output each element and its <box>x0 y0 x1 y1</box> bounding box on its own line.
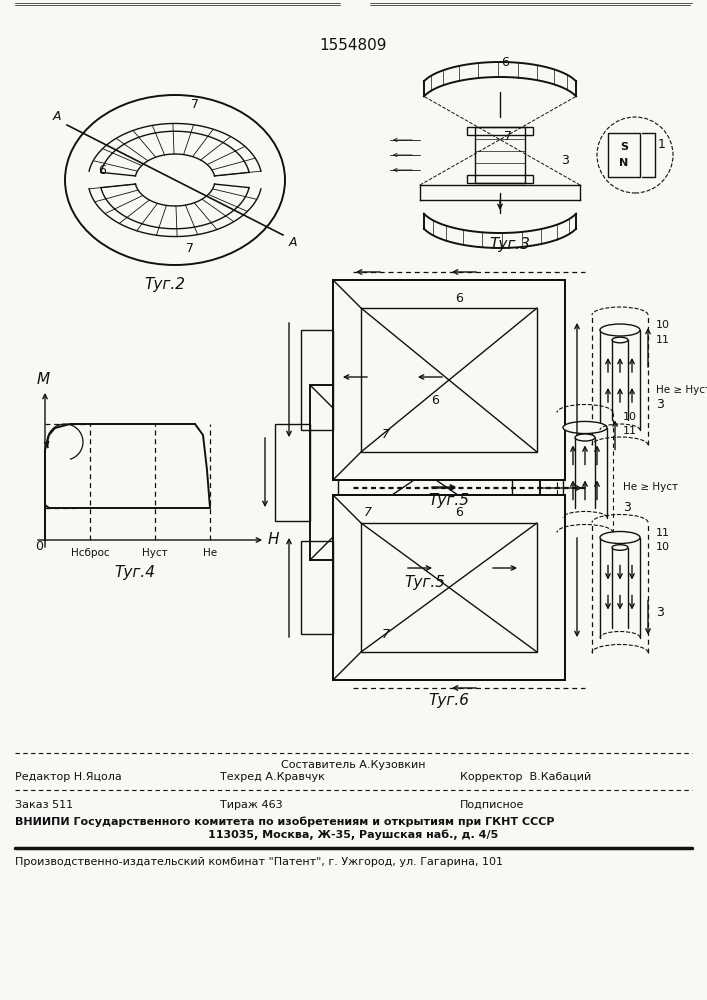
Text: Редактор Н.Яцола: Редактор Н.Яцола <box>15 772 122 782</box>
Text: Корректор  В.Кабаций: Корректор В.Кабаций <box>460 772 591 782</box>
Bar <box>310 385 540 560</box>
Text: S: S <box>620 142 628 152</box>
Ellipse shape <box>612 545 628 550</box>
Text: Нуст: Нуст <box>142 548 168 558</box>
Text: N: N <box>619 158 629 168</box>
Ellipse shape <box>575 434 595 441</box>
Text: Тираж 463: Тираж 463 <box>220 800 283 810</box>
Text: 11: 11 <box>623 426 637 436</box>
Text: Заказ 511: Заказ 511 <box>15 800 73 810</box>
Text: 1554809: 1554809 <box>320 37 387 52</box>
Text: 11: 11 <box>656 335 670 345</box>
Text: 3: 3 <box>656 606 664 619</box>
Text: Τуг.4: Τуг.4 <box>115 564 156 580</box>
Text: 11: 11 <box>656 528 670 538</box>
Text: 10: 10 <box>656 542 670 552</box>
Bar <box>275 424 310 521</box>
Bar <box>608 133 640 177</box>
Bar <box>475 127 525 183</box>
Text: 10: 10 <box>623 412 637 422</box>
Text: 113035, Москва, Ж-35, Раушская наб., д. 4/5: 113035, Москва, Ж-35, Раушская наб., д. … <box>208 830 498 840</box>
Text: Τуг.2: Τуг.2 <box>144 277 185 292</box>
Text: 6: 6 <box>501 56 509 70</box>
Text: 3: 3 <box>656 398 664 412</box>
Text: 6: 6 <box>455 506 463 520</box>
Text: Не: Не <box>203 548 217 558</box>
Text: Τуг.6: Τуг.6 <box>428 692 469 708</box>
Text: Н: Н <box>267 532 279 548</box>
Ellipse shape <box>563 421 607 434</box>
Text: 0: 0 <box>35 540 43 554</box>
Bar <box>333 495 565 680</box>
Bar <box>301 330 333 430</box>
Text: 10: 10 <box>656 320 670 330</box>
Text: 6: 6 <box>455 292 463 304</box>
Text: 6: 6 <box>98 163 106 176</box>
Ellipse shape <box>600 324 640 336</box>
Text: Нсброс: Нсброс <box>71 548 110 558</box>
Text: А: А <box>53 110 62 123</box>
Text: 7: 7 <box>382 428 390 440</box>
Text: Τуг.5: Τуг.5 <box>404 574 445 589</box>
Bar <box>333 280 565 480</box>
Bar <box>333 280 565 480</box>
Text: Τуг.5: Τуг.5 <box>428 492 469 508</box>
Bar <box>333 495 565 680</box>
Bar <box>301 541 333 634</box>
Bar <box>361 523 537 652</box>
Text: 7: 7 <box>504 130 512 143</box>
Text: 3: 3 <box>623 501 631 514</box>
Text: 7: 7 <box>364 506 372 518</box>
Bar <box>361 308 537 452</box>
Text: Подписное: Подписное <box>460 800 525 810</box>
Bar <box>338 413 512 532</box>
Text: Техред А.Кравчук: Техред А.Кравчук <box>220 772 325 782</box>
Ellipse shape <box>612 337 628 343</box>
Text: 6: 6 <box>431 393 439 406</box>
Text: Производственно-издательский комбинат "Патент", г. Ужгород, ул. Гагарина, 101: Производственно-издательский комбинат "П… <box>15 857 503 867</box>
Bar <box>467 127 533 135</box>
Text: Составитель А.Кузовкин: Составитель А.Кузовкин <box>281 760 425 770</box>
Text: Не ≥ Нуст: Не ≥ Нуст <box>623 483 678 492</box>
Text: 1: 1 <box>658 138 666 151</box>
Text: ВНИИПИ Государственного комитета по изобретениям и открытиям при ГКНТ СССР: ВНИИПИ Государственного комитета по изоб… <box>15 817 554 827</box>
Text: 7: 7 <box>382 628 390 641</box>
Text: Не ≥ Нуст: Не ≥ Нуст <box>656 385 707 395</box>
Bar <box>467 175 533 183</box>
Text: М: М <box>37 372 49 387</box>
Text: 7: 7 <box>191 99 199 111</box>
Text: 3: 3 <box>561 153 569 166</box>
Text: 7: 7 <box>186 241 194 254</box>
Text: Τуг.3: Τуг.3 <box>489 237 530 252</box>
Ellipse shape <box>600 532 640 544</box>
Text: А: А <box>288 236 297 249</box>
